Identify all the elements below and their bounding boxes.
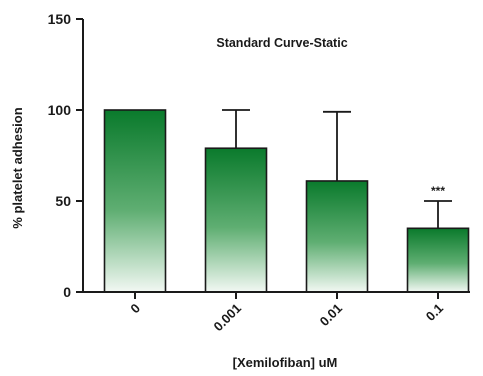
y-tick-label-50: 50 bbox=[55, 193, 71, 209]
y-tick-label-0: 0 bbox=[63, 284, 71, 300]
x-tick-label-0.001: 0.001 bbox=[211, 301, 245, 335]
bar-0 bbox=[103, 109, 167, 293]
y-tick-label-100: 100 bbox=[48, 102, 72, 118]
significance-label-0.1: *** bbox=[431, 184, 445, 198]
x-tick-label-0.01: 0.01 bbox=[317, 301, 346, 330]
bar-0.1 bbox=[406, 227, 470, 293]
bars-group bbox=[103, 109, 470, 293]
x-axis-title: [Xemilofiban] uM bbox=[233, 355, 338, 370]
y-axis-title: % platelet adhesion bbox=[10, 107, 25, 228]
annotations-group: *** bbox=[431, 184, 445, 198]
x-tick-label-0: 0 bbox=[127, 301, 143, 317]
axes-group bbox=[76, 18, 470, 299]
bar-0.01 bbox=[305, 180, 369, 293]
x-tick-label-0.1: 0.1 bbox=[423, 301, 446, 324]
y-tick-label-150: 150 bbox=[48, 11, 72, 27]
bar-0.001 bbox=[204, 147, 268, 293]
error-bars-group bbox=[222, 109, 452, 229]
chart-title: Standard Curve-Static bbox=[216, 36, 347, 50]
